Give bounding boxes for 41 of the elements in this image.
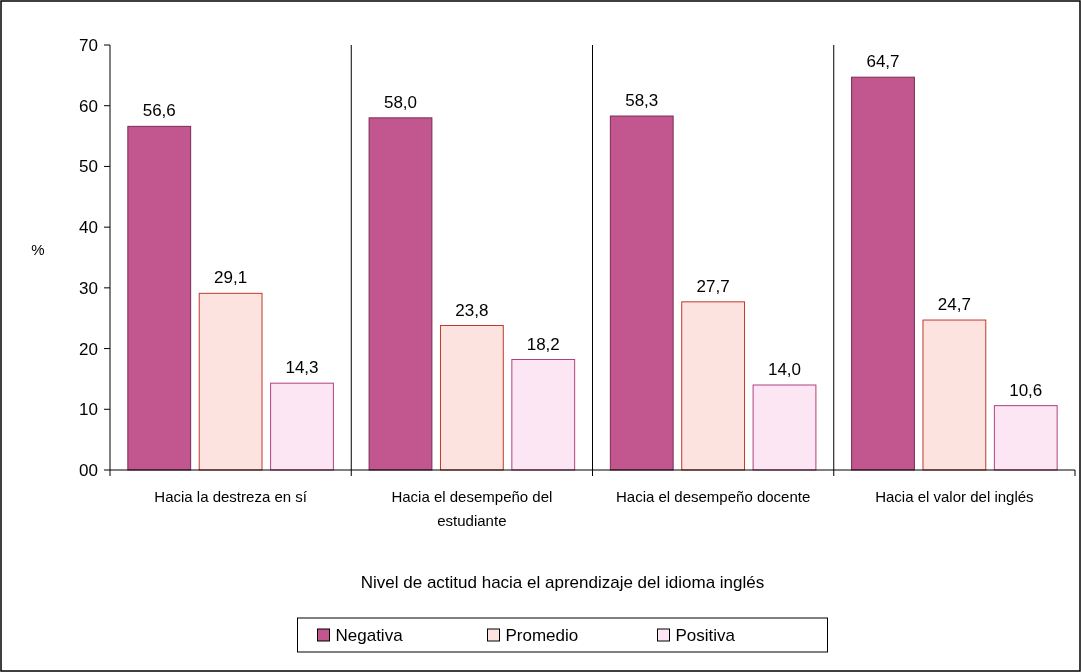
data-label: 24,7: [937, 295, 971, 315]
bar: [511, 359, 576, 471]
y-tick-label: 20: [79, 339, 98, 359]
y-axis-title: %: [31, 241, 45, 258]
bar: [922, 319, 987, 471]
y-tick-label: 60: [79, 96, 98, 116]
data-label: 14,0: [767, 360, 802, 379]
bar: [851, 76, 915, 471]
bar: [681, 301, 746, 471]
bar: [439, 325, 504, 471]
y-tick-label: 00: [79, 460, 98, 480]
y-tick-label: 50: [79, 157, 98, 177]
x-tick-label: Hacia el desempeño del estudiante: [391, 488, 553, 529]
legend-label: Negativa: [335, 625, 404, 645]
x-tick-label: Hacia la destreza en sí: [154, 488, 308, 505]
x-axis-title: Nivel de actitud hacia el aprendizaje del idioma inglés: [360, 573, 765, 592]
y-tick-label: 40: [79, 218, 98, 238]
data-label: 58,3: [625, 91, 659, 111]
data-label: 29,1: [214, 268, 248, 288]
bar: [270, 382, 334, 471]
legend-label: Positiva: [675, 625, 736, 645]
data-label: 14,3: [285, 358, 319, 378]
bar: [993, 405, 1058, 471]
bar: [609, 115, 674, 471]
data-label: 10,6: [1009, 380, 1043, 400]
data-label: 27,7: [696, 276, 730, 296]
bar: [752, 384, 817, 471]
y-tick-label: 30: [79, 278, 98, 298]
bar: [368, 117, 433, 471]
y-tick-label: 10: [79, 400, 98, 420]
data-label: 64,7: [866, 52, 900, 72]
data-label: 58,0: [383, 92, 418, 112]
data-label: 56,6: [142, 101, 176, 121]
data-label: 23,8: [455, 300, 489, 320]
data-label: 18,2: [526, 334, 560, 354]
y-tick-label: 70: [79, 35, 98, 55]
bar: [198, 292, 263, 471]
x-tick-label: Hacia el desempeño docente: [615, 488, 811, 505]
legend-label: Promedio: [505, 625, 579, 645]
bar: [127, 125, 192, 471]
x-tick-label: Hacia el valor del inglés: [875, 488, 1034, 505]
